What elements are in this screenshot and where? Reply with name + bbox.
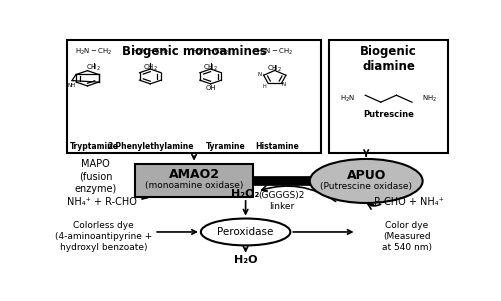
Text: $\mathsf{H_2N-CH_2}$: $\mathsf{H_2N-CH_2}$ (191, 47, 229, 57)
Ellipse shape (200, 219, 290, 245)
Text: Tyramine: Tyramine (206, 142, 245, 151)
Text: AMAO2: AMAO2 (168, 168, 219, 181)
Text: $\mathsf{CH_2}$: $\mathsf{CH_2}$ (86, 63, 101, 73)
Text: $\mathsf{NH_2}$: $\mathsf{NH_2}$ (421, 94, 436, 104)
Text: N: N (282, 82, 286, 88)
Text: $\mathsf{H_2N-CH_2}$: $\mathsf{H_2N-CH_2}$ (256, 47, 293, 57)
FancyBboxPatch shape (67, 40, 321, 153)
Text: Biogenic
diamine: Biogenic diamine (360, 45, 416, 73)
Text: Putrescine: Putrescine (362, 110, 413, 119)
Text: NH₄⁺ + R-CHO: NH₄⁺ + R-CHO (67, 197, 136, 207)
FancyBboxPatch shape (329, 40, 447, 153)
Text: $\mathsf{CH_2}$: $\mathsf{CH_2}$ (203, 63, 217, 73)
Text: $\mathsf{CH_2}$: $\mathsf{CH_2}$ (143, 63, 157, 73)
Text: Tryptamine: Tryptamine (69, 142, 118, 151)
Text: Color dye
(Measured
at 540 nm): Color dye (Measured at 540 nm) (381, 221, 431, 252)
Text: $\mathsf{H_2N-CH_2}$: $\mathsf{H_2N-CH_2}$ (131, 47, 169, 57)
Text: $\mathsf{H_2N-CH_2}$: $\mathsf{H_2N-CH_2}$ (75, 47, 112, 57)
Text: APUO: APUO (346, 169, 385, 182)
Text: Biogenic monoamines: Biogenic monoamines (121, 45, 266, 58)
Text: H: H (262, 84, 266, 88)
Text: $\mathsf{CH_2}$: $\mathsf{CH_2}$ (267, 64, 282, 74)
Text: OH: OH (205, 85, 215, 92)
Text: (monoamine oxidase): (monoamine oxidase) (145, 181, 243, 190)
Text: R-CHO + NH₄⁺: R-CHO + NH₄⁺ (373, 197, 443, 207)
Text: H₂O₂: H₂O₂ (231, 189, 260, 199)
FancyBboxPatch shape (134, 164, 253, 197)
Text: (Putrescine oxidase): (Putrescine oxidase) (320, 182, 411, 191)
Text: MAPO
(fusion
enzyme): MAPO (fusion enzyme) (75, 159, 117, 194)
Text: Colorless dye
(4-aminoantipyrine +
hydroxyl benzoate): Colorless dye (4-aminoantipyrine + hydro… (55, 221, 152, 252)
Text: N: N (257, 72, 261, 77)
Text: NH: NH (67, 83, 75, 88)
Text: Histamine: Histamine (255, 142, 298, 151)
Ellipse shape (309, 159, 422, 203)
Text: Peroxidase: Peroxidase (217, 227, 273, 237)
Text: $\mathsf{H_2N}$: $\mathsf{H_2N}$ (340, 94, 355, 104)
Text: 2-Phenylethylamine: 2-Phenylethylamine (107, 142, 193, 151)
Text: (GGGGS)2
linker: (GGGGS)2 linker (258, 191, 304, 211)
Text: H₂O: H₂O (233, 255, 257, 265)
